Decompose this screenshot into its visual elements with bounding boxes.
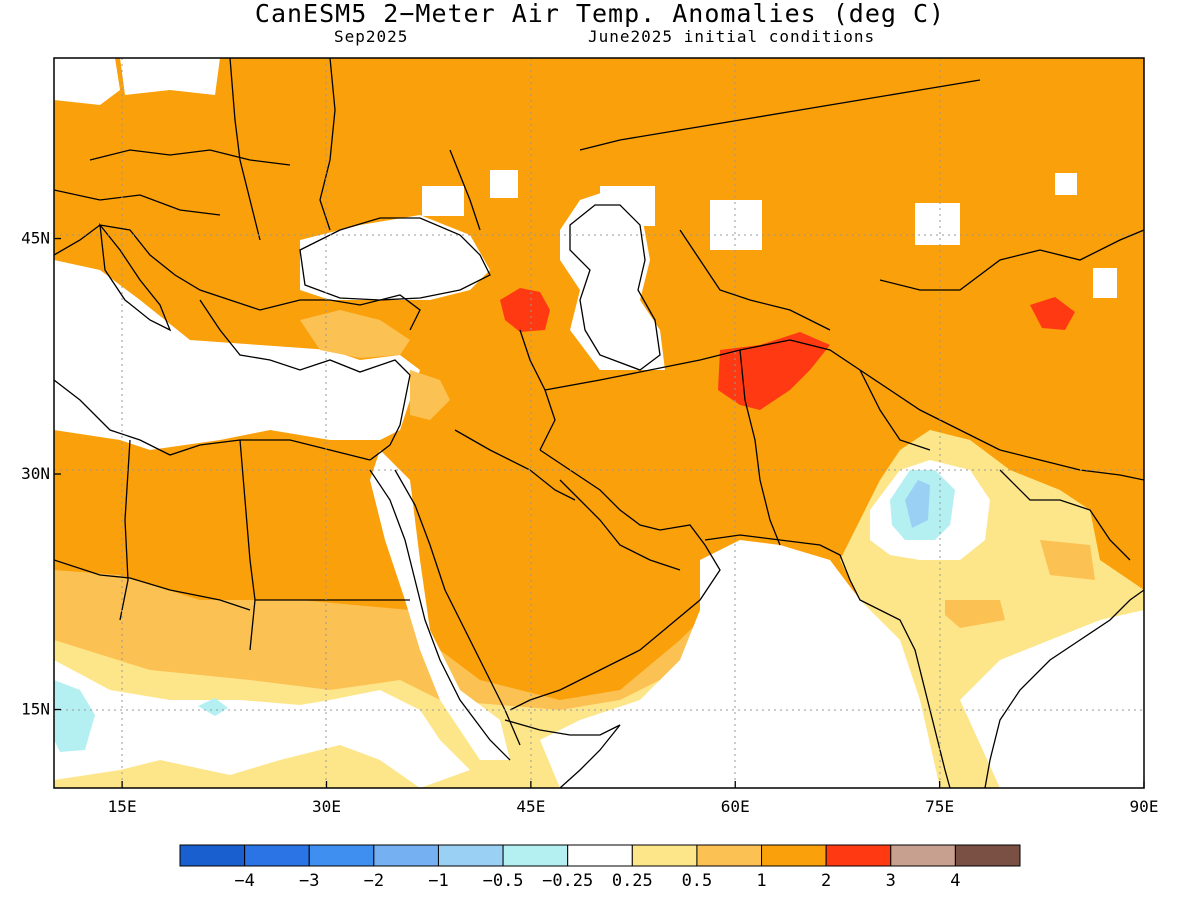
colorbar-label: 0.5 xyxy=(682,871,713,891)
colorbar-label: 0.25 xyxy=(612,871,653,891)
shading-india-1to2 xyxy=(945,540,1095,628)
colorbar-swatch xyxy=(696,844,763,867)
y-axis: 15N 30N 45N xyxy=(21,229,61,719)
colorbar-swatch xyxy=(244,844,310,867)
colorbar-swatch xyxy=(825,844,892,867)
y-tick-label: 45N xyxy=(21,229,50,248)
x-tick-label: 30E xyxy=(312,797,341,816)
shading-caucasus-hot xyxy=(500,288,550,332)
colorbar-swatch xyxy=(308,844,375,867)
colorbar-label: −1 xyxy=(428,871,448,891)
colorbar-label: −0.5 xyxy=(483,871,524,891)
colorbar-label: 4 xyxy=(950,871,960,891)
shading-india-negative-core xyxy=(905,480,930,528)
colorbar-swatch xyxy=(890,844,956,867)
colorbar-swatch xyxy=(567,844,633,867)
colorbar-label: 2 xyxy=(821,871,831,891)
shading-anatolia-1to2 xyxy=(300,310,450,420)
y-tick-label: 15N xyxy=(21,700,50,719)
coastlines xyxy=(54,58,1144,788)
colorbar-swatch xyxy=(179,844,246,867)
shading-turkmenistan-hot xyxy=(718,332,830,410)
x-tick-label: 15E xyxy=(108,797,137,816)
gridlines xyxy=(54,58,1144,788)
x-tick-label: 90E xyxy=(1130,797,1159,816)
colorbar-label: −2 xyxy=(364,871,384,891)
map-title: CanESM5 2−Meter Air Temp. Anomalies (deg… xyxy=(254,0,946,28)
forecast-month: Sep2025 xyxy=(334,27,409,46)
colorbar-label: 3 xyxy=(886,871,896,891)
colorbar-swatch xyxy=(954,844,1021,867)
colorbar-swatch xyxy=(437,844,504,867)
x-tick-label: 60E xyxy=(721,797,750,816)
y-tick-label: 30N xyxy=(21,464,50,483)
colorbar-label: −3 xyxy=(299,871,319,891)
colorbar-label: 1 xyxy=(756,871,766,891)
colorbar: −4 −3 −2 −1 −0.5 −0.25 0.25 0.5 1 2 3 4 xyxy=(179,844,1021,891)
colorbar-swatch xyxy=(761,844,827,867)
x-tick-label: 75E xyxy=(925,797,954,816)
colorbar-swatch xyxy=(373,844,439,867)
colorbar-label: −4 xyxy=(234,871,254,891)
colorbar-label: −0.25 xyxy=(542,871,593,891)
colorbar-swatch xyxy=(631,844,698,867)
shading-near-zero xyxy=(54,58,1144,788)
shading-china-hot xyxy=(1030,297,1075,330)
x-tick-label: 45E xyxy=(516,797,545,816)
map-frame xyxy=(53,57,1145,789)
initial-conditions: June2025 initial conditions xyxy=(588,27,876,46)
x-axis: 15E 30E 45E 60E 75E 90E xyxy=(108,781,1159,816)
anomaly-shading xyxy=(54,58,1144,788)
colorbar-swatch xyxy=(502,844,569,867)
